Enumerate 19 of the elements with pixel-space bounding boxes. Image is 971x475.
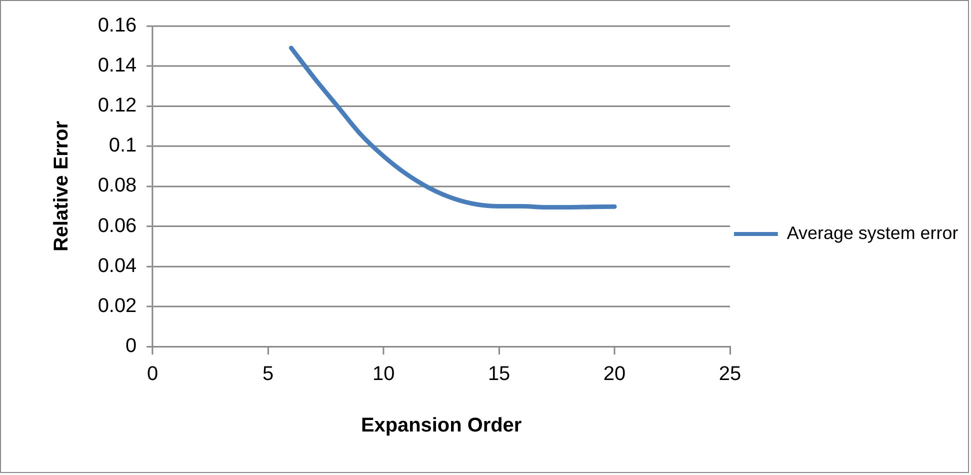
x-tick-label: 10 bbox=[372, 362, 395, 385]
x-tick-label: 0 bbox=[147, 362, 158, 385]
y-tick-label: 0.12 bbox=[98, 94, 137, 117]
y-tick-label: 0.14 bbox=[98, 54, 137, 76]
x-axis-title: Expansion Order bbox=[360, 414, 522, 437]
y-tick-label: 0.16 bbox=[98, 14, 137, 36]
y-tick-label: 0.1 bbox=[108, 134, 137, 157]
y-tick-label: 0.08 bbox=[98, 174, 137, 197]
x-tick-label: 20 bbox=[603, 362, 626, 385]
legend-label: Average system error bbox=[786, 222, 958, 243]
y-tick-label: 0.06 bbox=[98, 214, 137, 237]
y-tick-label: 0.04 bbox=[98, 254, 137, 277]
y-tick-label: 0.02 bbox=[98, 294, 137, 317]
line-series bbox=[288, 46, 617, 210]
x-tick-label: 15 bbox=[488, 362, 510, 385]
y-tick-label: 0 bbox=[126, 335, 137, 358]
y-axis-title: Relative Error bbox=[50, 120, 72, 252]
x-tick-label: 25 bbox=[718, 362, 742, 385]
x-tick-label: 5 bbox=[262, 362, 274, 385]
